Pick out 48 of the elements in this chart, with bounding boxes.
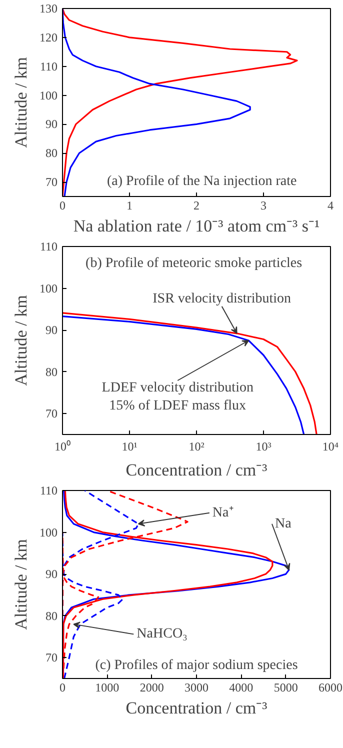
x-axis-title: Concentration / cm⁻³ xyxy=(126,698,268,718)
y-tick-label: 70 xyxy=(46,406,58,421)
y-tick-label: 90 xyxy=(46,117,58,132)
x-tick-label: 4 xyxy=(328,198,334,212)
x-tick-label: 2 xyxy=(194,198,200,212)
annotation: NaHCO₃ xyxy=(136,626,188,642)
y-tick-label: 80 xyxy=(46,608,58,623)
y-tick-label: 110 xyxy=(40,240,58,254)
annotation: LDEF velocity distribution 15% of LDEF mass flux xyxy=(102,380,254,414)
x-axis-title: Na ablation rate / 10⁻³ atom cm⁻³ s⁻¹ xyxy=(73,216,320,236)
x-tick-label: 5000 xyxy=(274,680,298,694)
x-tick-label: 10¹ xyxy=(122,440,138,454)
y-axis-title: Altitude / km xyxy=(12,57,30,148)
annotation: (a) Profile of the Na injection rate xyxy=(107,174,297,189)
y-tick-label: 90 xyxy=(46,567,58,582)
y-tick-label: 130 xyxy=(40,2,58,16)
annotation: Na xyxy=(274,516,292,532)
annotation: ISR velocity distribution xyxy=(152,291,292,306)
y-tick-label: 110 xyxy=(40,59,58,74)
x-tick-label: 3 xyxy=(260,198,266,212)
x-tick-label: 3000 xyxy=(184,680,208,694)
x-tick-label: 2000 xyxy=(140,680,164,694)
y-tick-label: 80 xyxy=(46,364,58,379)
x-tick-label: 1000 xyxy=(95,680,120,694)
x-tick-label: 4000 xyxy=(229,680,254,694)
y-tick-label: 120 xyxy=(40,30,58,44)
y-axis-title: Altitude / km xyxy=(12,295,30,386)
x-tick-label: 0 xyxy=(60,680,66,694)
y-tick-label: 80 xyxy=(46,146,58,160)
x-tick-label: 10³ xyxy=(256,440,272,454)
x-axis-title: Concentration / cm⁻³ xyxy=(126,460,268,480)
annotation: (b) Profile of meteoric smoke particles xyxy=(86,256,302,271)
x-tick-label: 6000 xyxy=(318,680,342,694)
y-tick-label: 110 xyxy=(40,484,58,498)
y-tick-label: 100 xyxy=(40,88,58,102)
y-tick-label: 70 xyxy=(46,650,58,665)
x-tick-label: 10⁴ xyxy=(322,440,339,454)
x-tick-label: 1 xyxy=(126,198,132,212)
annotation: Na⁺ xyxy=(212,505,234,520)
y-tick-label: 70 xyxy=(46,175,58,190)
y-tick-label: 100 xyxy=(40,525,58,540)
annotation: (c) Profiles of major sodium species xyxy=(95,658,298,673)
x-tick-label: 10² xyxy=(188,440,205,454)
y-tick-label: 100 xyxy=(40,281,58,296)
y-axis-title: Altitude / km xyxy=(12,539,30,630)
y-tick-label: 90 xyxy=(46,323,58,338)
x-tick-label: 0 xyxy=(60,198,66,212)
x-tick-label: 10⁰ xyxy=(54,440,70,454)
